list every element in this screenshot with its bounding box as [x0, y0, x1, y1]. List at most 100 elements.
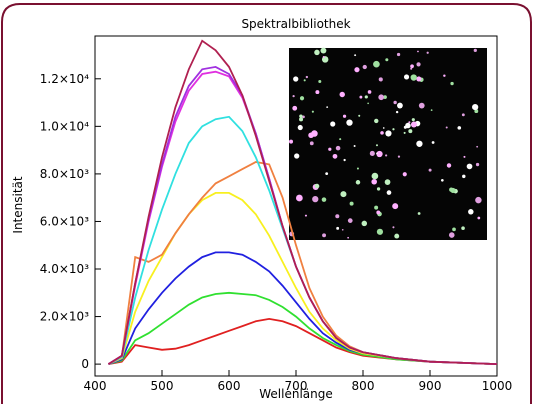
star [476, 163, 479, 166]
star [306, 76, 308, 78]
star [475, 197, 481, 203]
star [298, 125, 303, 130]
x-tick-label: 900 [419, 379, 442, 393]
star [404, 74, 409, 79]
series-line [108, 319, 497, 364]
star [308, 132, 314, 138]
star [299, 114, 302, 117]
star [392, 226, 394, 228]
star [372, 173, 379, 180]
star [417, 51, 419, 53]
star [457, 126, 461, 130]
y-tick-label: 0 [81, 357, 89, 371]
star [394, 234, 399, 239]
star [312, 111, 314, 113]
star [376, 210, 380, 214]
star [446, 126, 448, 128]
star [335, 214, 339, 218]
star [354, 54, 356, 56]
star [405, 123, 411, 129]
star [342, 229, 344, 231]
series-line [108, 293, 497, 364]
star [427, 52, 429, 54]
star [293, 76, 298, 81]
star [305, 215, 307, 217]
star [378, 94, 384, 100]
star [348, 218, 353, 223]
star [343, 159, 345, 161]
star [398, 155, 400, 157]
star [354, 145, 356, 147]
star [404, 132, 406, 134]
star [310, 141, 314, 145]
star [339, 138, 341, 140]
star [358, 115, 360, 117]
star [322, 233, 326, 237]
star [330, 121, 335, 126]
star [292, 106, 297, 111]
star [392, 203, 398, 209]
star [443, 74, 445, 76]
star [380, 131, 384, 135]
star [392, 128, 394, 130]
star [362, 221, 368, 227]
star [393, 101, 396, 104]
star [450, 82, 453, 85]
star [383, 127, 385, 129]
star [462, 175, 465, 178]
star [461, 226, 465, 230]
star [367, 103, 369, 105]
star [385, 154, 387, 156]
star [343, 115, 346, 118]
star [429, 169, 432, 172]
star [300, 96, 304, 100]
star [315, 184, 320, 189]
star [387, 190, 392, 195]
star [412, 118, 415, 121]
y-axis-label: Intensität [11, 176, 25, 233]
star [467, 164, 473, 170]
chart-title: Spektralbibliothek [241, 17, 350, 31]
y-tick-label: 6.0×10³ [40, 214, 89, 228]
star [365, 95, 368, 98]
star [418, 212, 421, 215]
x-tick-label: 500 [151, 379, 174, 393]
y-tick-label: 4.0×10³ [40, 262, 89, 276]
star [314, 50, 319, 55]
star [296, 195, 303, 202]
star [323, 56, 325, 58]
star [450, 188, 455, 193]
star [370, 151, 375, 156]
star [432, 141, 435, 144]
star [336, 146, 341, 151]
star [374, 206, 378, 210]
star [379, 77, 383, 81]
star [416, 62, 420, 66]
star [385, 130, 391, 136]
star [377, 229, 383, 235]
star [374, 119, 378, 123]
star [326, 106, 328, 108]
star [350, 202, 354, 206]
star [363, 65, 367, 69]
star [376, 152, 378, 154]
x-tick-label: 400 [84, 379, 107, 393]
y-tick-label: 8.0×10³ [40, 167, 89, 181]
star [472, 104, 478, 110]
x-tick-label: 800 [352, 379, 375, 393]
star [347, 237, 349, 239]
star [289, 140, 293, 144]
star [397, 53, 400, 56]
star [441, 179, 444, 182]
star [419, 103, 425, 109]
star [292, 95, 294, 97]
star [377, 187, 380, 190]
star [468, 209, 473, 214]
star [410, 64, 414, 68]
star [416, 76, 421, 81]
star [299, 117, 303, 121]
star [312, 196, 318, 202]
star [294, 153, 299, 158]
star [385, 179, 391, 185]
y-tick-label: 2.0×10³ [40, 310, 89, 324]
